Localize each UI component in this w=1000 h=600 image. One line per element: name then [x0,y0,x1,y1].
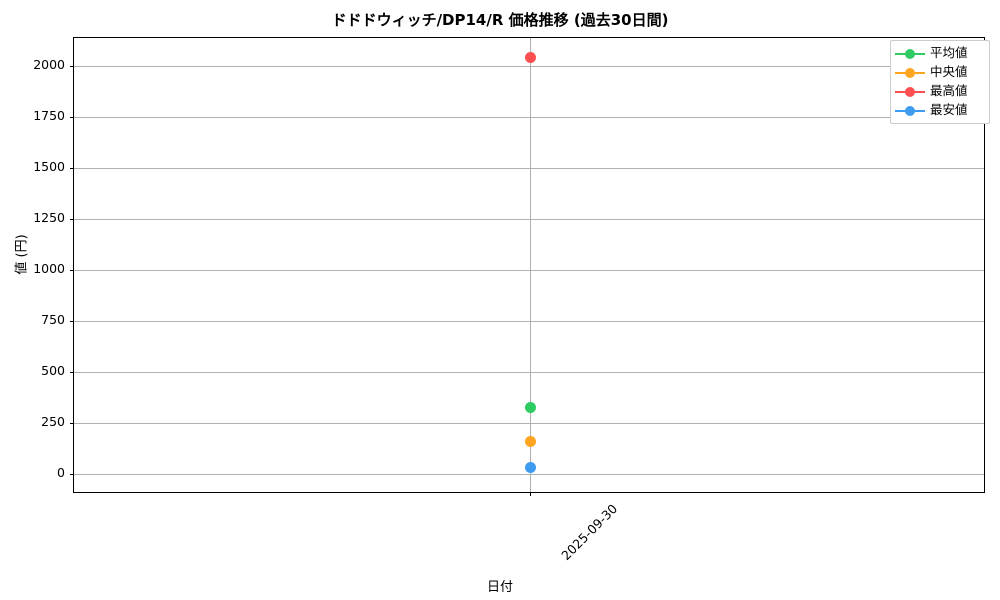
gridline-y [74,116,984,118]
ytick-mark [70,422,74,424]
data-point-中央値 [524,435,536,447]
legend-label: 最高値 [930,83,968,99]
legend-item-中央値[interactable]: 中央値 [895,63,985,82]
legend-label: 中央値 [930,64,968,80]
grid-lines [70,38,984,496]
legend-label: 平均値 [930,45,968,61]
gridline-y [74,65,984,67]
ytick-mark [70,371,74,373]
xtick-mark [530,492,531,496]
ytick-mark [70,167,74,169]
ytick-mark [70,473,74,475]
ytick-label: 1750 [33,107,65,123]
ytick-label: 1250 [33,209,65,225]
yaxis-label-container: 値 (円) [10,0,30,600]
ytick-label: 500 [41,362,65,378]
plot-area [70,37,985,496]
ytick-mark [70,320,74,322]
gridline-y [74,218,984,220]
legend-swatch-icon [895,105,925,117]
gridline-y [74,473,984,475]
legend-marker-dot-icon [904,86,915,97]
data-point-最高値 [524,51,536,63]
ytick-label: 1000 [33,260,65,276]
ytick-mark [70,218,74,220]
ytick-mark [70,65,74,67]
chart-title: ドドドウィッチ/DP14/R 価格推移 (過去30日間) [331,11,669,29]
legend-item-最安値[interactable]: 最安値 [895,101,985,120]
legend-swatch-icon [895,67,925,79]
legend-label: 最安値 [930,102,968,118]
gridline-x [530,38,531,492]
legend-marker-dot-icon [904,67,915,78]
gridline-y [74,422,984,424]
ytick-label: 750 [41,311,65,327]
ytick-mark [70,116,74,118]
gridline-y [74,371,984,373]
ytick-mark [70,269,74,271]
gridline-y [74,320,984,322]
chart-legend[interactable]: 平均値中央値最高値最安値 [890,40,990,124]
ytick-label: 0 [57,464,65,480]
xtick-label: 2025-09-30 [558,501,621,563]
ytick-label: 1500 [33,158,65,174]
ytick-label: 250 [41,413,65,429]
legend-marker-dot-icon [904,105,915,116]
data-point-平均値 [524,402,536,414]
gridline-y [74,269,984,271]
legend-swatch-icon [895,86,925,98]
legend-swatch-icon [895,48,925,60]
xaxis-label: 日付 [486,580,513,595]
legend-item-最高値[interactable]: 最高値 [895,82,985,101]
ytick-label: 2000 [33,56,65,72]
legend-item-平均値[interactable]: 平均値 [895,44,985,63]
legend-marker-dot-icon [904,48,915,59]
gridline-y [74,167,984,169]
data-point-最安値 [524,462,536,474]
